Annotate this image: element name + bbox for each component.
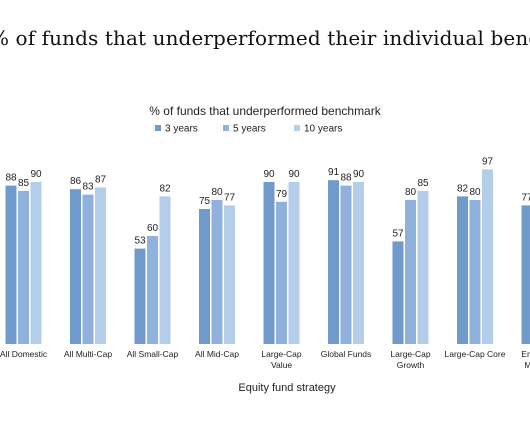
bar [95,187,106,344]
data-label: 83 [82,182,94,193]
legend-entry: 5 years [233,124,266,135]
data-label: 97 [482,156,494,167]
bar [482,169,493,344]
bar [224,205,235,344]
bar [70,189,81,344]
category-label: Large-Cap Core [445,349,506,359]
x-axis-label: Equity fund strategy [238,382,336,394]
data-label: 80 [469,187,481,198]
data-label: 90 [263,169,275,180]
bar [457,196,468,344]
bar [521,205,530,344]
bar [276,201,287,344]
bar [417,191,429,344]
data-label: 90 [288,169,300,180]
data-label: 80 [405,187,417,198]
bar [288,182,300,344]
legend-entry: 3 years [165,124,198,135]
bar [134,248,146,344]
legend-swatch [155,125,161,131]
bar [199,209,210,344]
data-label: 88 [340,173,352,184]
data-label: 90 [353,169,365,180]
data-label: 53 [134,236,146,247]
legend-swatch [223,125,229,131]
bar [392,241,404,344]
data-label: 79 [276,189,288,200]
bar [328,180,339,344]
data-label: 82 [159,183,171,194]
bar [82,194,94,344]
bar [30,182,42,344]
category-label: All Mid-Cap [195,349,239,359]
legend-entry: 10 years [304,124,342,135]
data-label: 85 [417,178,429,189]
bar [263,182,275,344]
category-label: Large-Cap [390,349,430,359]
page-title: % of funds that underperformed their ind… [0,26,530,50]
data-label: 88 [5,173,17,184]
category-label: Growth [397,360,425,370]
data-label: 85 [18,178,30,189]
bar [211,200,223,344]
category-label: Value [271,360,292,370]
data-label: 80 [211,187,223,198]
data-label: 77 [224,192,236,203]
bar [18,191,29,344]
category-label: Large-Cap [261,349,301,359]
category-label: All Small-Cap [127,349,179,359]
data-label: 90 [30,169,42,180]
chart-subtitle: % of funds that underperformed benchmark [149,104,381,118]
bar [147,236,158,344]
data-label: 82 [457,183,469,194]
bar [469,200,481,344]
category-label: All Domestic [0,349,48,359]
bar [340,185,352,344]
data-label: 60 [147,223,159,234]
category-label: Markets [524,360,530,370]
category-label: All Multi-Cap [64,349,112,359]
data-label: 75 [199,196,211,207]
category-label: Global Funds [321,349,372,359]
bar [5,185,17,344]
bar [405,200,416,344]
data-label: 57 [392,228,404,239]
category-label: Emerging [521,349,530,359]
legend-swatch [294,125,300,131]
data-label: 91 [328,167,340,178]
bar [353,182,364,344]
data-label: 86 [70,176,82,187]
data-label: 77 [521,192,530,203]
data-label: 87 [95,174,107,185]
bar [159,196,171,344]
